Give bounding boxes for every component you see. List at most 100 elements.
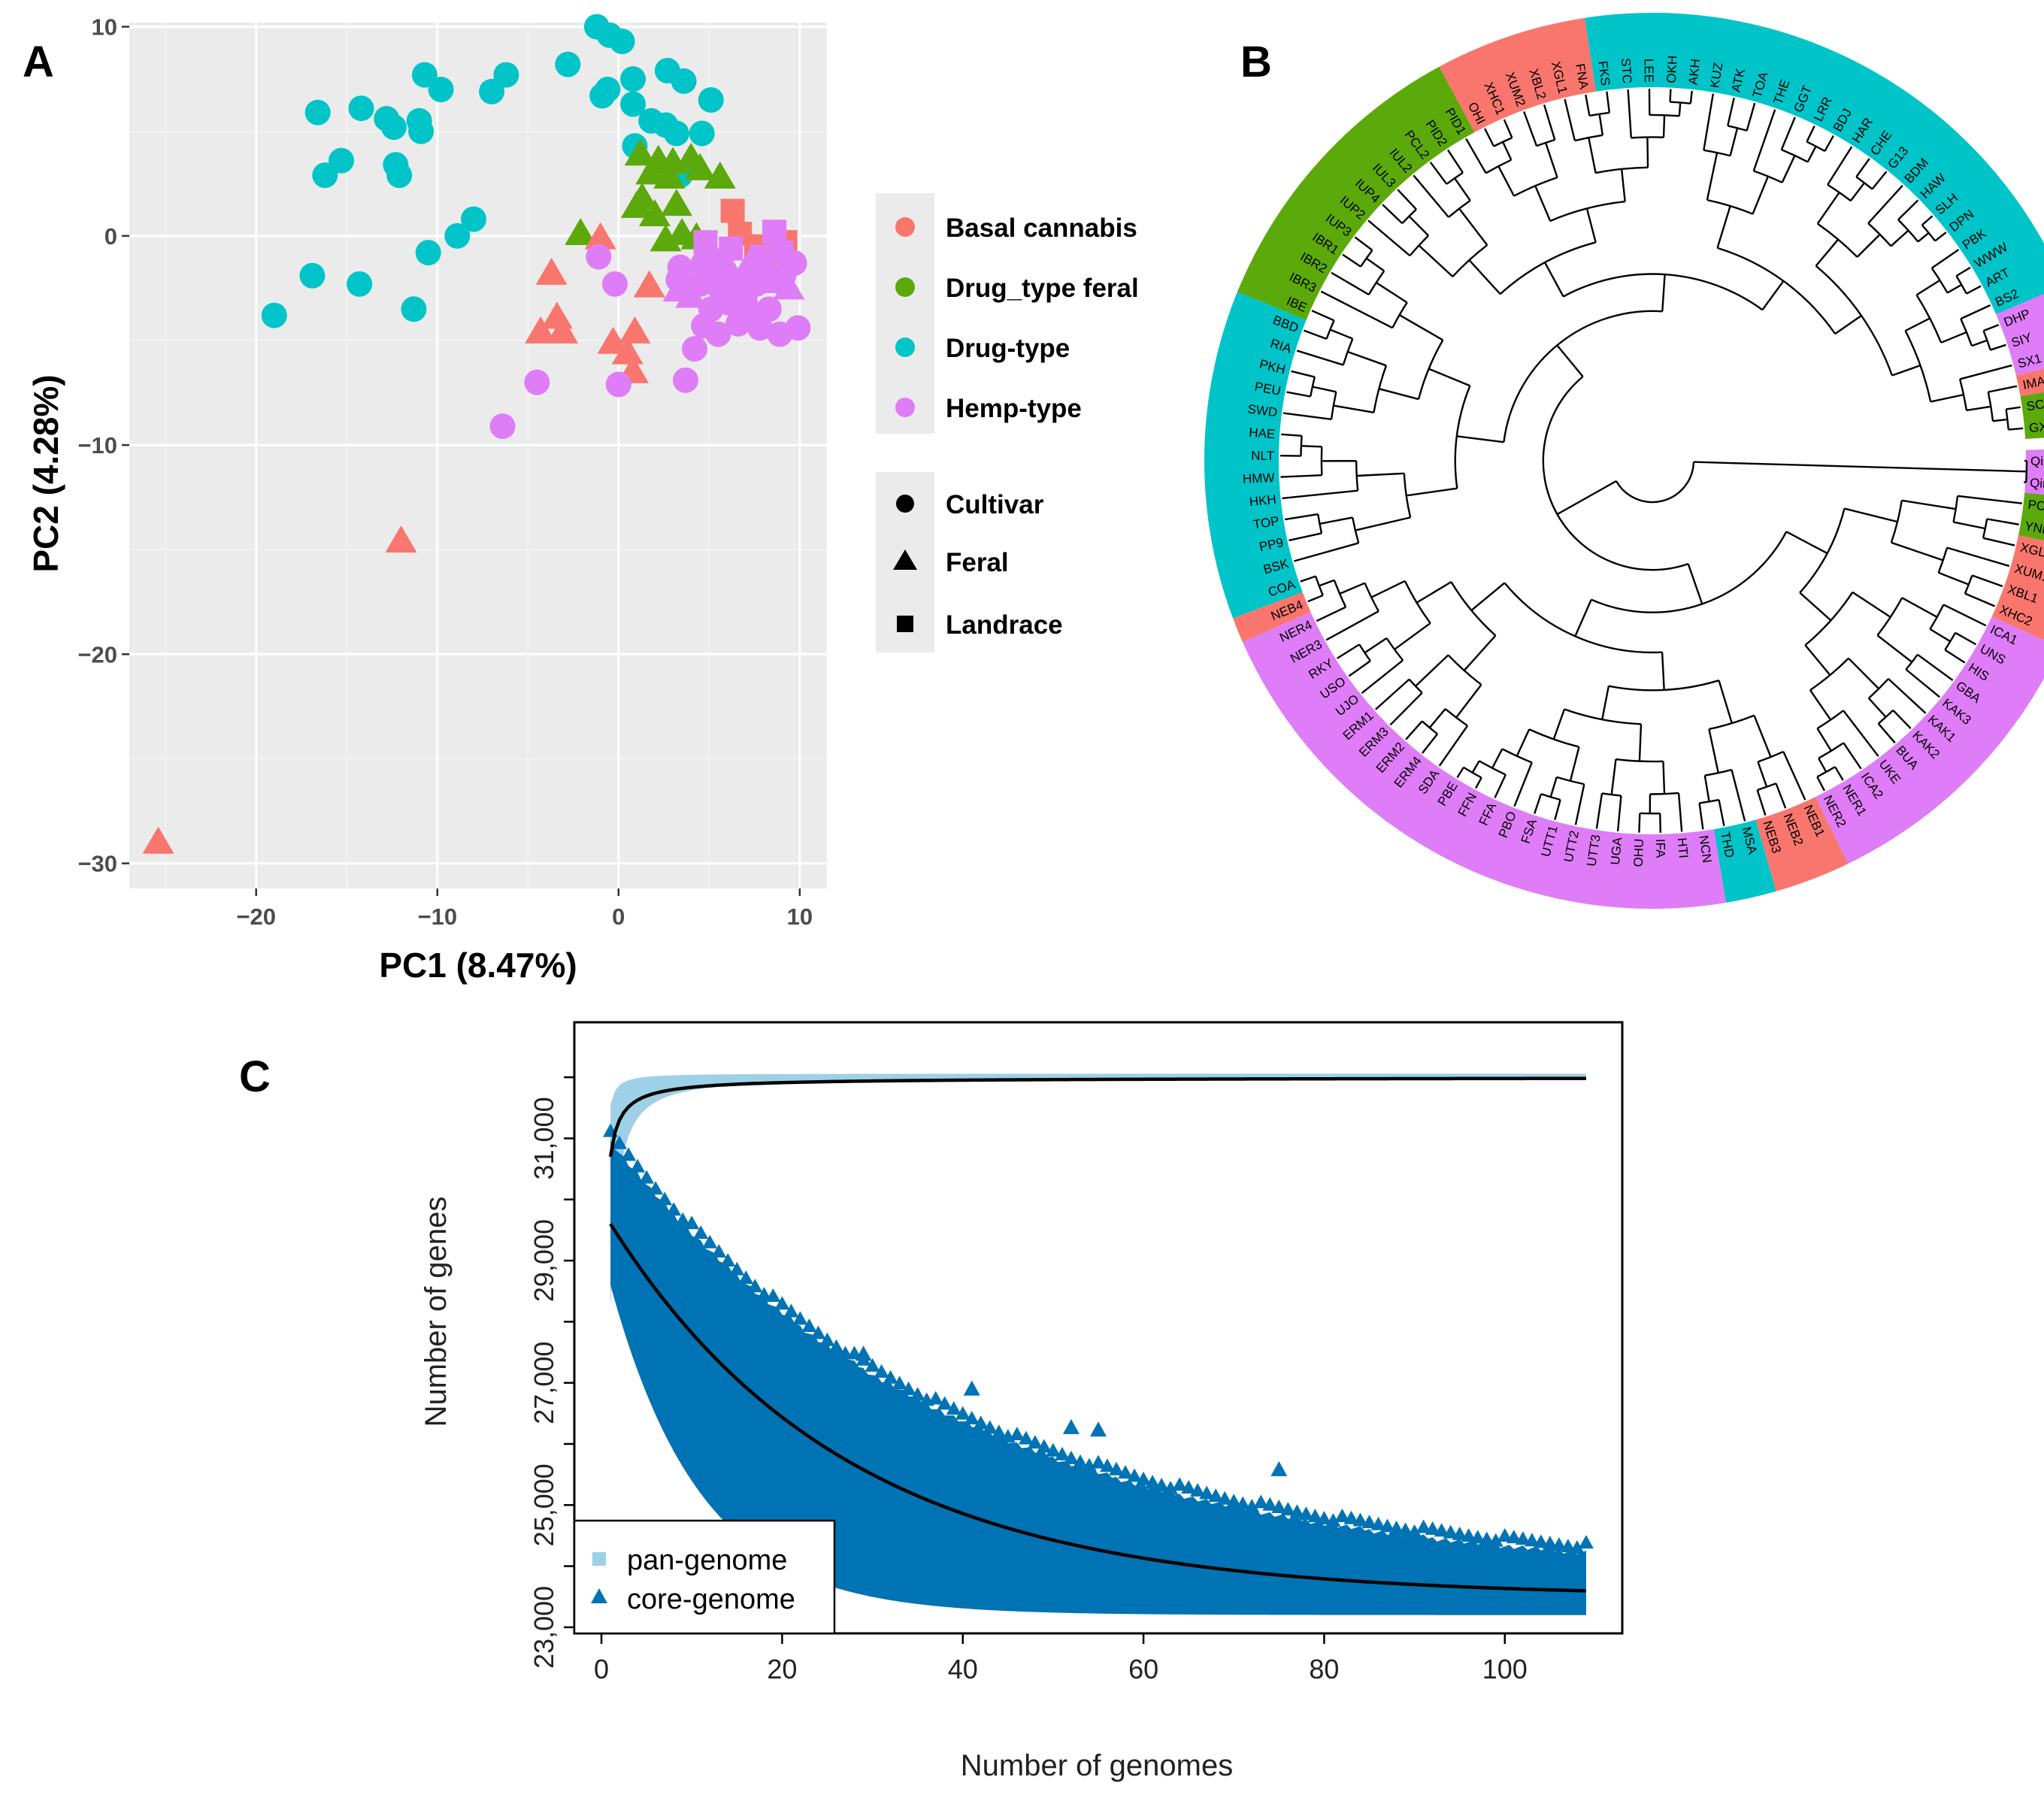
legend-landrace-label: Landrace bbox=[946, 610, 1063, 640]
tree-band-drug_feral bbox=[2020, 392, 2044, 439]
tree-branch bbox=[1428, 708, 1446, 728]
tree-band-basal bbox=[2015, 368, 2044, 397]
panel-a-label: A bbox=[23, 38, 54, 86]
tree-tip-label: HTI bbox=[1675, 837, 1691, 859]
tree-tip-label: NLT bbox=[1251, 449, 1274, 463]
core-genome-edge-point bbox=[1154, 1478, 1170, 1492]
tree-branch bbox=[1502, 141, 1513, 161]
tree-branch bbox=[1543, 104, 1556, 141]
tree-branch-arc bbox=[1616, 758, 1664, 763]
tree-branch bbox=[1815, 238, 1840, 267]
core-genome-edge-point bbox=[1488, 1533, 1503, 1547]
pca-gridlines bbox=[129, 23, 827, 888]
pca-point-drug bbox=[589, 83, 616, 109]
core-genome-edge-point bbox=[1506, 1530, 1522, 1544]
tree-branch bbox=[1731, 769, 1746, 822]
tree-branch bbox=[1804, 644, 1831, 676]
pca-point-hemp bbox=[586, 244, 612, 270]
tree-band-basal bbox=[1991, 535, 2044, 641]
tree-branch bbox=[1799, 592, 1832, 622]
pca-point-drug bbox=[348, 95, 374, 122]
tree-branch bbox=[1406, 487, 1458, 497]
pan-core-x-tick-label: 80 bbox=[1309, 1654, 1339, 1684]
tree-branch bbox=[1678, 102, 1682, 117]
core-genome-edge-point bbox=[1307, 1509, 1323, 1523]
core-genome-edge-point bbox=[720, 1252, 736, 1267]
panel-c-label: C bbox=[239, 1052, 271, 1101]
pca-x-tick-label: 0 bbox=[612, 904, 625, 930]
pca-y-tick-label: 0 bbox=[104, 223, 117, 250]
tree-branch bbox=[1987, 518, 2019, 525]
tree-branch bbox=[1775, 782, 1787, 809]
tree-branch bbox=[1824, 135, 1834, 152]
core-genome-edge-point bbox=[1425, 1521, 1440, 1535]
legend-cultivar-label: Cultivar bbox=[946, 490, 1044, 519]
pca-point-hemp bbox=[769, 241, 794, 265]
tree-branch bbox=[1659, 813, 1661, 833]
tree-branch bbox=[1901, 597, 1938, 618]
pan-core-y-tick-label: 25,000 bbox=[528, 1464, 559, 1546]
tree-branch bbox=[1592, 480, 1617, 495]
tree-branch bbox=[1855, 158, 1870, 178]
tree-branch bbox=[1320, 290, 1393, 329]
core-genome-edge-point bbox=[675, 1212, 691, 1226]
pca-point-basal bbox=[547, 316, 579, 344]
tree-branch bbox=[1955, 266, 1971, 277]
pca-point-basal bbox=[720, 198, 745, 223]
tree-branch bbox=[1955, 631, 1977, 646]
core-genome-edge-point bbox=[1271, 1499, 1287, 1513]
tree-branch bbox=[1706, 152, 1718, 201]
tree-branch-arc bbox=[1897, 219, 1919, 243]
tree-root-arc bbox=[1616, 462, 1695, 504]
tree-branch bbox=[1549, 776, 1558, 798]
tree-branch-arc bbox=[1982, 519, 1988, 539]
tree-branch bbox=[1544, 142, 1558, 178]
tree-branch bbox=[1921, 215, 1933, 226]
tree-group-bands bbox=[1204, 13, 2044, 909]
core-genome-edge-point bbox=[910, 1387, 925, 1401]
legend-hemp-label: Hemp-type bbox=[946, 394, 1082, 423]
tree-branch bbox=[1944, 649, 1966, 664]
pca-point-basal bbox=[584, 222, 616, 250]
core-genome-edge-point bbox=[1434, 1523, 1449, 1537]
pca-point-hemp bbox=[524, 369, 550, 395]
tree-branch-arc bbox=[1385, 637, 1404, 661]
tree-branch bbox=[1365, 257, 1385, 272]
pan-core-plot-frame bbox=[573, 1021, 1624, 1635]
tree-branch bbox=[1564, 98, 1576, 141]
core-genome-edge-point bbox=[1361, 1515, 1377, 1529]
tree-branch bbox=[1598, 114, 1604, 136]
core-genome-edge-point bbox=[1533, 1534, 1549, 1548]
pan-genome-band bbox=[610, 1073, 1586, 1310]
pca-point-hemp bbox=[489, 413, 516, 440]
tree-branch bbox=[1877, 722, 1896, 744]
tree-branch bbox=[1729, 128, 1739, 156]
tree-branch bbox=[1930, 393, 1964, 403]
tree-tip-label: OKH bbox=[1664, 55, 1680, 83]
tree-branch bbox=[1966, 405, 1991, 412]
tree-tip-label: HKH bbox=[1249, 492, 1277, 510]
pca-point-basal bbox=[142, 826, 174, 854]
tree-branch bbox=[1953, 521, 1986, 530]
tree-branch bbox=[1627, 89, 1633, 138]
pca-y-tick-label: 10 bbox=[92, 14, 117, 41]
tree-tip-label: OHU bbox=[1631, 838, 1646, 867]
tree-branch bbox=[1421, 733, 1439, 754]
tree-branch bbox=[1370, 580, 1406, 598]
tree-band-hemp bbox=[1242, 612, 1727, 909]
pca-point-hemp bbox=[762, 219, 787, 244]
tree-branch bbox=[1418, 244, 1454, 277]
core-genome-edge-point bbox=[819, 1332, 835, 1346]
pca-point-drug bbox=[304, 99, 331, 126]
pca-point-drug_feral bbox=[684, 153, 716, 180]
tree-branch bbox=[1964, 592, 1996, 607]
pca-point-drug bbox=[386, 162, 413, 189]
tree-branch-arc bbox=[1513, 177, 1558, 197]
tree-branch bbox=[1601, 686, 1610, 720]
tree-branch bbox=[1303, 329, 1328, 340]
tree-branch bbox=[1761, 280, 1785, 310]
tree-branch bbox=[1856, 234, 1881, 258]
core-genome-edge-point bbox=[738, 1270, 754, 1285]
tree-branch-arc bbox=[1799, 508, 1846, 594]
